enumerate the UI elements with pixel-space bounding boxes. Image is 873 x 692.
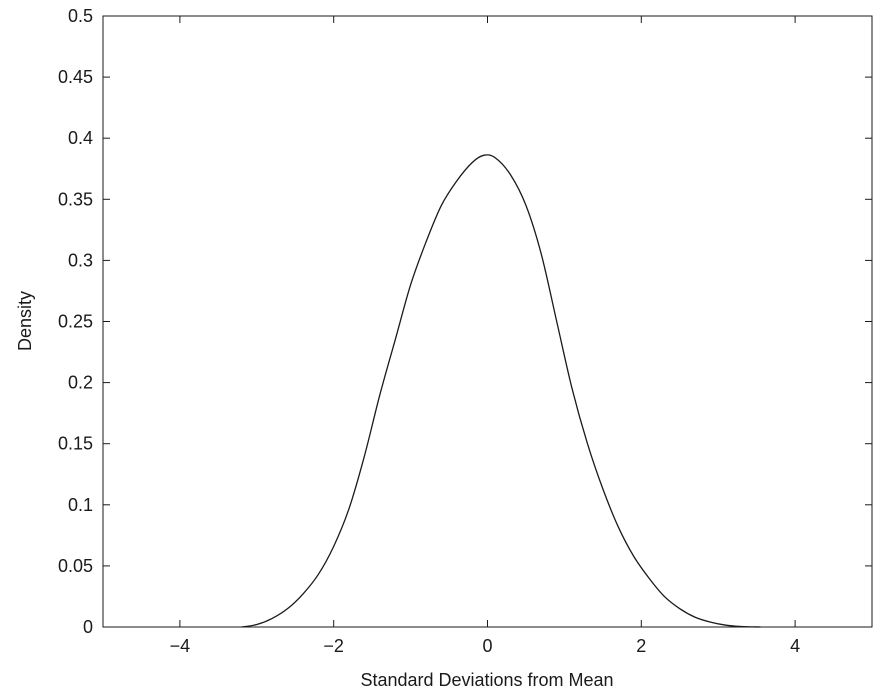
- x-tick-label: −4: [170, 636, 191, 656]
- x-axis-label: Standard Deviations from Mean: [360, 670, 613, 690]
- y-tick-label: 0.15: [58, 434, 93, 454]
- y-tick-label: 0.5: [68, 6, 93, 26]
- x-tick-label: 4: [790, 636, 800, 656]
- density-curve: [241, 154, 761, 628]
- x-tick-label: 2: [636, 636, 646, 656]
- y-tick-label: 0: [83, 617, 93, 637]
- x-axis: −4 −2 0 2 4: [170, 16, 800, 656]
- y-axis-label: Density: [15, 291, 35, 351]
- y-tick-label: 0.25: [58, 312, 93, 332]
- y-tick-label: 0.1: [68, 495, 93, 515]
- y-axis: 0 0.05 0.1 0.15 0.2 0.25 0.3 0.35 0.4 0.45 0.5: [58, 6, 872, 637]
- x-tick-label: −2: [323, 636, 344, 656]
- x-tick-label: 0: [482, 636, 492, 656]
- y-tick-label: 0.05: [58, 556, 93, 576]
- y-tick-label: 0.3: [68, 250, 93, 270]
- y-tick-label: 0.4: [68, 128, 93, 148]
- y-tick-label: 0.2: [68, 373, 93, 393]
- plot-area-frame: [102, 15, 873, 628]
- y-tick-label: 0.35: [58, 189, 93, 209]
- y-tick-label: 0.45: [58, 67, 93, 87]
